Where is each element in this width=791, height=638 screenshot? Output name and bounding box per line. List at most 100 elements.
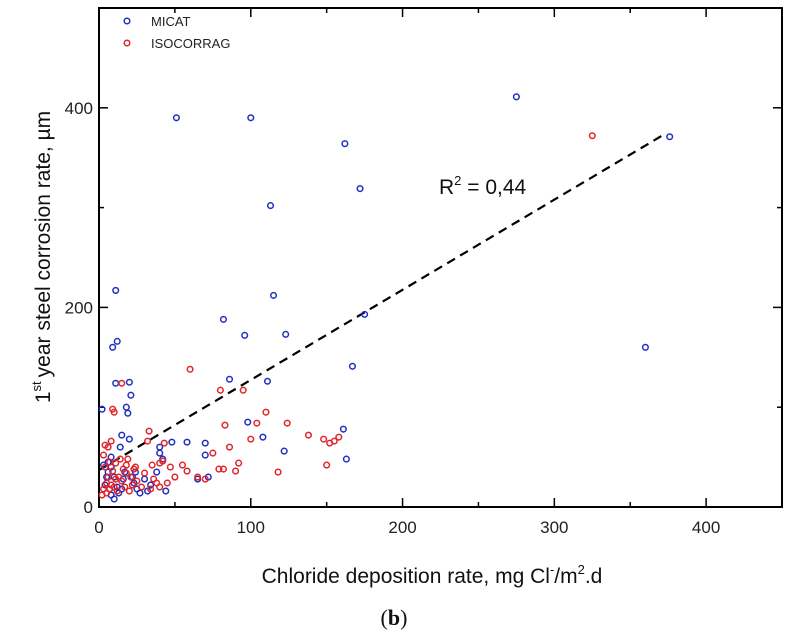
point-isocorrag	[178, 461, 187, 469]
point-isocorrag	[107, 437, 115, 445]
legend-marker-micat	[123, 17, 131, 25]
point-micat	[122, 403, 130, 411]
point-micat	[113, 337, 121, 345]
point-micat	[127, 391, 135, 399]
point-isocorrag	[148, 461, 156, 469]
point-isocorrag	[247, 435, 255, 443]
point-isocorrag	[122, 469, 130, 477]
x-axis-label-sup1: -	[550, 562, 554, 577]
point-isocorrag	[137, 483, 146, 491]
point-isocorrag	[221, 421, 229, 429]
point-micat	[147, 481, 155, 489]
point-micat	[666, 133, 674, 141]
caption-open: (	[381, 605, 388, 630]
x-axis-label-sup2: 2	[578, 562, 585, 577]
plot-area	[98, 7, 783, 508]
point-micat	[112, 379, 120, 387]
r-squared-sup: 2	[454, 173, 461, 188]
point-isocorrag	[274, 468, 282, 476]
point-isocorrag	[283, 419, 291, 427]
point-micat	[348, 362, 357, 370]
point-isocorrag	[122, 461, 130, 469]
point-isocorrag	[235, 459, 243, 467]
point-isocorrag	[160, 439, 168, 447]
point-isocorrag	[109, 467, 117, 475]
point-isocorrag	[124, 455, 132, 463]
point-micat	[269, 291, 278, 299]
trendline	[98, 133, 665, 472]
point-isocorrag	[147, 485, 155, 493]
point-isocorrag	[104, 473, 112, 481]
y-tick-label: 200	[65, 298, 93, 317]
point-micat	[241, 331, 249, 339]
point-isocorrag	[145, 427, 153, 435]
point-isocorrag	[131, 463, 139, 471]
x-axis-label-main: Chloride deposition rate, mg Cl	[262, 565, 550, 588]
x-tick-label: 0	[94, 518, 103, 537]
point-micat	[140, 475, 149, 483]
point-micat	[244, 418, 252, 426]
point-isocorrag	[215, 465, 223, 473]
point-micat	[118, 431, 126, 439]
x-tick-label: 200	[388, 518, 416, 537]
x-axis-label-tail: .d	[585, 565, 603, 588]
point-micat	[266, 202, 275, 210]
point-isocorrag	[127, 473, 135, 481]
x-axis-label: Chloride deposition rate, mg Cl-/m2.d	[262, 562, 603, 588]
point-isocorrag	[216, 386, 224, 394]
legend-label-micat: MICAT	[151, 14, 191, 29]
point-micat	[98, 405, 106, 413]
point-micat	[183, 438, 191, 446]
point-isocorrag	[125, 487, 133, 495]
point-micat	[124, 409, 132, 417]
point-isocorrag	[588, 132, 596, 140]
point-isocorrag	[156, 483, 164, 491]
caption-letter: b	[388, 605, 400, 630]
x-tick-label: 100	[237, 518, 265, 537]
point-micat	[512, 93, 520, 101]
point-isocorrag	[194, 473, 202, 481]
point-micat	[282, 330, 290, 338]
data-points	[98, 93, 674, 503]
point-micat	[136, 489, 144, 497]
axis-ticks: 0 100 200 300 400 0 200 400	[65, 7, 783, 537]
point-isocorrag	[144, 437, 152, 445]
r-squared-prefix: R	[439, 176, 454, 199]
point-micat	[201, 439, 209, 447]
point-isocorrag	[239, 386, 247, 394]
point-isocorrag	[100, 451, 108, 459]
point-isocorrag	[118, 477, 126, 485]
point-isocorrag	[104, 443, 112, 451]
plot-frame	[98, 7, 783, 508]
r-squared-annotation: R2 = 0,44	[439, 173, 527, 199]
point-isocorrag	[323, 461, 331, 469]
point-isocorrag	[133, 477, 141, 485]
point-isocorrag	[163, 479, 171, 487]
point-isocorrag	[186, 365, 194, 373]
point-isocorrag	[304, 431, 313, 439]
point-micat	[125, 435, 133, 443]
x-tick-label: 300	[540, 518, 568, 537]
point-micat	[153, 468, 161, 476]
point-micat	[156, 449, 164, 457]
point-isocorrag	[116, 455, 124, 463]
point-micat	[110, 495, 118, 503]
point-isocorrag	[110, 408, 118, 416]
point-micat	[219, 315, 228, 323]
point-micat	[280, 447, 288, 455]
legend: MICAT ISOCORRAG	[123, 14, 230, 51]
y-axis-label-main: year steel corrosion rate, µm	[32, 111, 55, 378]
point-isocorrag	[183, 467, 191, 475]
point-isocorrag	[112, 459, 120, 467]
point-isocorrag	[101, 463, 109, 471]
x-tick-label: 400	[692, 518, 720, 537]
point-micat	[125, 378, 133, 386]
point-isocorrag	[330, 437, 338, 445]
y-tick-label: 400	[65, 99, 93, 118]
trendline-group	[98, 133, 665, 472]
legend-label-isocorrag: ISOCORRAG	[151, 36, 230, 51]
point-micat	[263, 377, 272, 385]
y-axis-label-sup: st	[29, 381, 44, 392]
point-micat	[112, 286, 120, 294]
caption-close: )	[400, 605, 407, 630]
